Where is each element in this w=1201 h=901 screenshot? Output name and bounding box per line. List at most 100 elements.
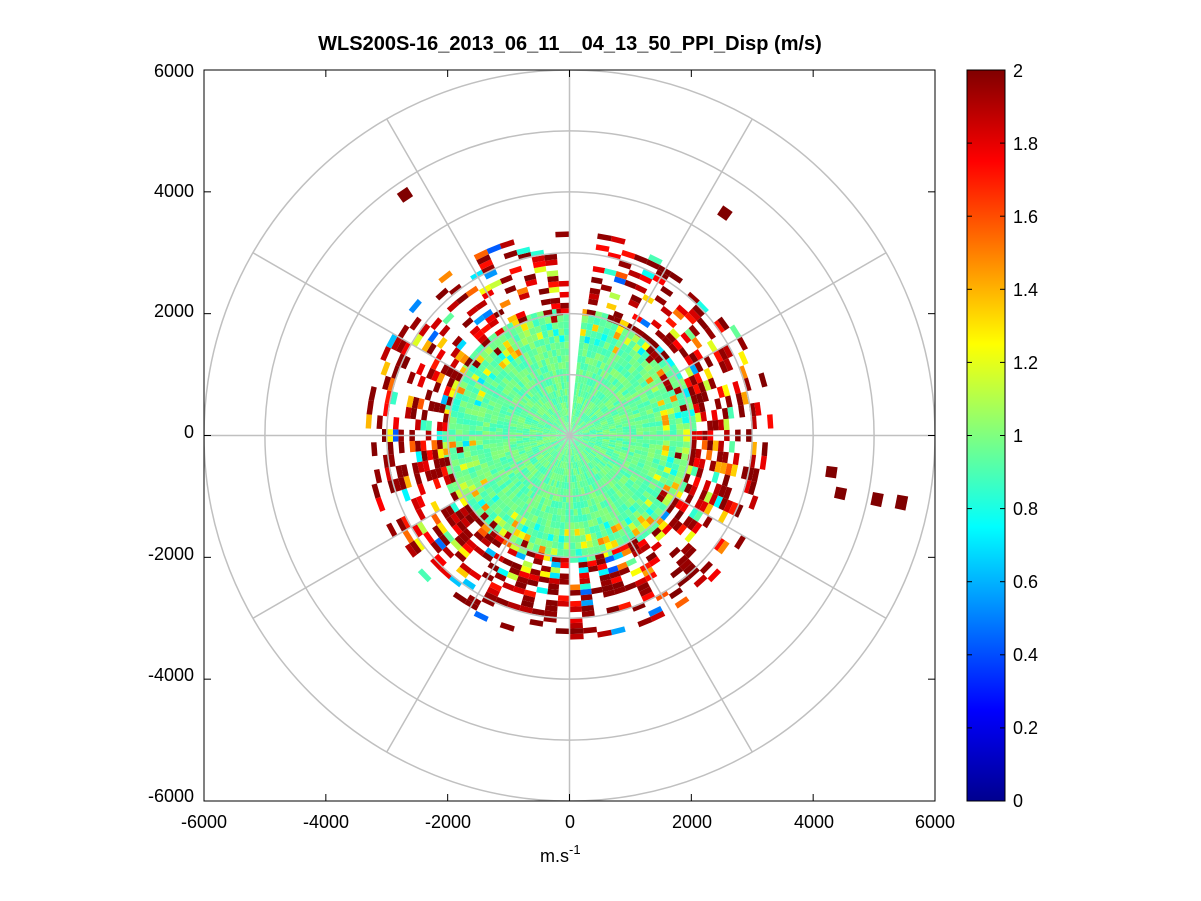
data-cell — [600, 347, 608, 356]
data-cell — [548, 456, 554, 463]
data-cell — [523, 441, 531, 446]
data-cell — [573, 416, 576, 423]
data-cell — [674, 411, 682, 419]
data-cell — [573, 502, 578, 510]
data-cell — [475, 440, 483, 446]
data-cell — [540, 466, 546, 474]
data-cell — [493, 486, 502, 495]
data-cell — [593, 457, 600, 464]
data-cell — [572, 455, 576, 462]
data-cell — [582, 428, 589, 432]
data-cell — [450, 539, 462, 551]
data-cell — [539, 457, 546, 464]
data-cell — [661, 414, 669, 421]
data-cell — [526, 373, 533, 382]
data-cell — [547, 478, 553, 486]
data-cell — [581, 413, 587, 420]
data-cell — [623, 432, 630, 436]
data-cell — [564, 415, 567, 423]
data-cell — [735, 392, 744, 406]
data-cell — [721, 407, 729, 420]
data-cell — [579, 480, 584, 488]
data-cell — [589, 431, 597, 434]
data-cell — [671, 463, 680, 471]
data-cell — [551, 441, 558, 445]
data-cell — [577, 419, 583, 426]
data-cell — [515, 373, 524, 381]
grid-spoke — [386, 118, 571, 436]
data-cell — [556, 355, 562, 363]
colorbar-tick-label: 0.8 — [1013, 499, 1038, 519]
data-cell — [632, 456, 640, 462]
data-cell — [649, 466, 658, 474]
data-cell — [680, 453, 689, 461]
data-cell — [613, 551, 624, 561]
data-cell — [608, 406, 616, 412]
data-cell — [628, 299, 640, 309]
data-cell — [365, 414, 372, 429]
data-cell — [569, 589, 581, 596]
data-cell — [545, 323, 553, 331]
data-cell — [534, 325, 542, 334]
data-cell — [676, 524, 688, 536]
data-cell — [519, 413, 527, 419]
data-cell — [561, 409, 565, 417]
data-cell — [666, 407, 675, 415]
data-cell — [660, 350, 670, 361]
data-cell — [531, 468, 539, 476]
data-cell — [632, 352, 642, 361]
data-cell — [589, 438, 596, 442]
data-cell — [582, 429, 589, 432]
data-cell — [564, 335, 570, 342]
data-cell — [595, 425, 602, 429]
data-cell — [517, 447, 525, 453]
data-cell — [502, 522, 512, 531]
data-cell — [717, 510, 729, 524]
data-cell — [560, 447, 564, 454]
data-cell — [569, 529, 575, 536]
data-cell — [479, 372, 489, 381]
data-cell — [526, 513, 535, 522]
data-cell — [563, 382, 567, 389]
data-cell — [559, 439, 565, 445]
data-cell — [583, 416, 590, 422]
data-cell — [645, 259, 661, 270]
data-cell — [593, 481, 600, 490]
data-cell — [727, 406, 735, 419]
data-cell — [687, 519, 698, 531]
data-cell — [445, 366, 455, 378]
data-cell — [640, 529, 650, 539]
data-cell — [621, 547, 632, 557]
data-cell — [581, 390, 587, 398]
data-cell — [609, 439, 617, 443]
data-cell — [591, 468, 598, 475]
data-cell — [602, 407, 609, 414]
data-cell — [558, 410, 563, 418]
data-cell — [525, 416, 533, 422]
colorbar-tick-label: 1 — [1013, 426, 1023, 446]
data-cell — [430, 540, 443, 554]
data-cell — [593, 389, 599, 397]
data-cell — [513, 454, 521, 460]
data-cell — [462, 528, 474, 539]
data-cell — [482, 443, 491, 450]
data-cell — [540, 298, 551, 306]
data-cell — [490, 447, 498, 453]
data-cell — [535, 516, 543, 525]
data-cell — [600, 284, 613, 292]
data-cell — [382, 375, 392, 391]
data-cell — [640, 414, 649, 421]
data-cell — [694, 498, 704, 511]
data-cell — [526, 451, 534, 457]
data-cell — [619, 452, 627, 458]
data-cell — [691, 336, 703, 349]
data-cell — [595, 439, 603, 443]
data-cell — [653, 389, 662, 398]
data-cell — [459, 380, 468, 390]
data-cell — [634, 327, 645, 337]
data-cell — [581, 441, 588, 445]
data-cell — [594, 421, 601, 426]
data-cell — [599, 543, 607, 552]
data-cell — [538, 473, 544, 481]
data-cell — [576, 410, 581, 418]
